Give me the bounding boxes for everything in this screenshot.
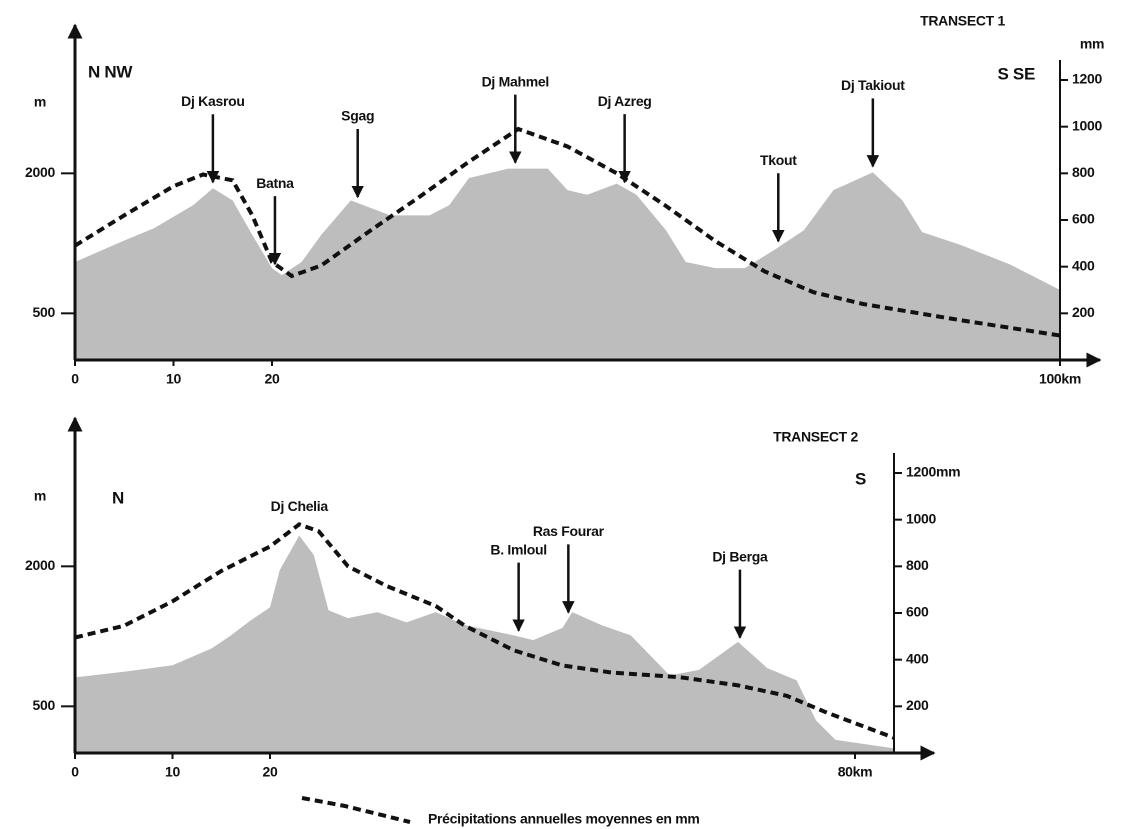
y2-tick-label: 1200 xyxy=(1072,71,1102,87)
y2-tick-label: 400 xyxy=(1072,257,1095,273)
x-tick-label: 0 xyxy=(71,764,79,780)
annotation-label: B. Imloul xyxy=(490,541,546,557)
x-tick-label: 100km xyxy=(1039,371,1081,387)
annotation-label: Dj Kasrou xyxy=(181,93,244,109)
direction-label: N NW xyxy=(88,62,133,81)
annotation-label: Tkout xyxy=(760,152,797,168)
y2-tick-label: 200 xyxy=(1072,304,1095,320)
y2-tick-label: 1000 xyxy=(906,510,936,526)
elevation-area xyxy=(75,536,894,753)
annotation-label: Dj Takiout xyxy=(841,77,905,93)
annotation-label: Sgag xyxy=(341,108,374,124)
y-axis-label: m xyxy=(34,488,46,504)
annotation-label: Dj Azreg xyxy=(598,93,652,109)
x-tick-label: 20 xyxy=(263,764,278,780)
y2-tick-label: 1200mm xyxy=(906,464,960,480)
x-tick-label: 0 xyxy=(71,371,79,387)
y2-tick-label: 200 xyxy=(906,697,929,713)
direction-label: N xyxy=(112,488,124,507)
x-tick-label: 10 xyxy=(166,371,181,387)
annotation-label: Ras Fourar xyxy=(533,523,605,539)
direction-label: S xyxy=(855,469,866,488)
y-axis-label: m xyxy=(34,94,46,110)
annotation-label: Dj Mahmel xyxy=(482,73,549,89)
y-tick-label: 500 xyxy=(33,697,56,713)
y2-axis-label: mm xyxy=(1080,36,1104,52)
y2-tick-label: 400 xyxy=(906,650,929,666)
y-tick-label: 2000 xyxy=(25,164,55,180)
legend-label: Précipitations annuelles moyennes en mm xyxy=(428,811,700,827)
y2-tick-label: 600 xyxy=(1072,211,1095,227)
x-tick-label: 80km xyxy=(838,764,873,780)
direction-label: S SE xyxy=(997,64,1035,83)
y2-tick-label: 1000 xyxy=(1072,117,1102,133)
chart-title: TRANSECT 1 xyxy=(920,13,1005,29)
legend-swatch xyxy=(302,798,410,822)
y2-tick-label: 600 xyxy=(906,604,929,620)
elevation-area xyxy=(75,169,1060,360)
annotation-label: Dj Berga xyxy=(712,548,768,564)
y2-tick-label: 800 xyxy=(906,557,929,573)
annotation-label: Batna xyxy=(256,175,294,191)
y-tick-label: 500 xyxy=(33,304,56,320)
y2-tick-label: 800 xyxy=(1072,164,1095,180)
annotation-label: Dj Chelia xyxy=(271,498,329,514)
figure: Précipitations annuelles moyennes en mm … xyxy=(0,0,1128,829)
x-tick-label: 10 xyxy=(165,764,180,780)
x-tick-label: 20 xyxy=(265,371,280,387)
chart-title: TRANSECT 2 xyxy=(773,429,858,445)
y-tick-label: 2000 xyxy=(25,557,55,573)
